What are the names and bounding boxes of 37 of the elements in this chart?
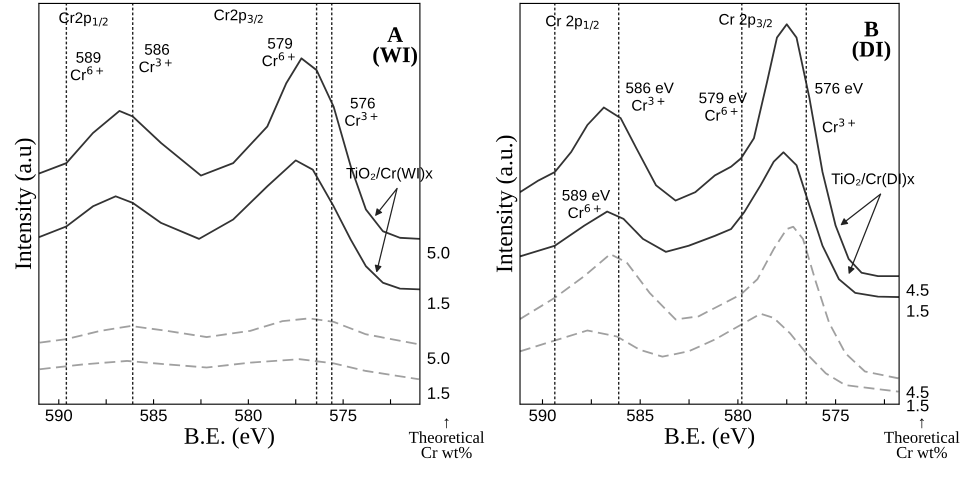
- text: Cr2p$_{3/2}$: [214, 10, 263, 24]
- series-label: 5.0: [428, 352, 450, 364]
- text: ↑ Theoretical Cr wt%: [408, 418, 484, 458]
- annotation: 576 eV: [815, 82, 863, 94]
- x-tick-label: 585: [140, 409, 167, 422]
- series-label: 4.5: [906, 386, 929, 398]
- annotation: 589 Cr$^{6+}$: [70, 52, 104, 80]
- annotation: Cr 2p$_{1/2}$: [546, 16, 599, 30]
- series-label: 1.5: [907, 400, 929, 412]
- x-tick-label: 585: [626, 409, 654, 422]
- text: Cr2p$_{1/2}$: [59, 12, 108, 26]
- x-tick-label: 575: [822, 410, 849, 422]
- series-label: 1.5: [428, 387, 450, 399]
- series-label: 1.5: [428, 297, 450, 310]
- series-label: 4.5: [906, 284, 929, 296]
- x-axis-title: B.E. (eV): [184, 427, 274, 449]
- annotation: A (WI): [373, 27, 417, 67]
- annotation: 579 eV Cr$^{6+}$: [699, 92, 747, 121]
- annotation: 586 eV Cr$^{3+}$: [626, 82, 674, 111]
- x-axis-title: B.E. (eV): [664, 427, 754, 449]
- x-tick-label: 575: [330, 410, 356, 422]
- annotation: 579 Cr$^{6+}$: [262, 38, 295, 66]
- annotation: 586 Cr$^{3+}$: [139, 44, 172, 72]
- x-tick-label: 580: [724, 409, 752, 422]
- annotation: 589 eV Cr$^{6+}$: [562, 190, 610, 218]
- text: ↑ Theoretical Cr wt%: [884, 418, 960, 458]
- series-label: 5.0: [428, 246, 450, 259]
- annotation: B (DI): [852, 22, 890, 62]
- x-tick-label: 580: [235, 409, 262, 422]
- y-axis-title: Intensity (a.u): [14, 138, 36, 270]
- annotation: 576 Cr$^{3+}$: [345, 98, 378, 126]
- series-label: 1.5: [907, 305, 929, 317]
- y-axis-title: Intensity (a.u.): [496, 136, 518, 272]
- x-tick-label: 590: [529, 409, 556, 422]
- annotation: Cr$^{3+}$: [822, 118, 855, 132]
- x-tick-label: 590: [46, 409, 72, 422]
- annotation: Cr 2p$_{3/2}$: [719, 14, 772, 28]
